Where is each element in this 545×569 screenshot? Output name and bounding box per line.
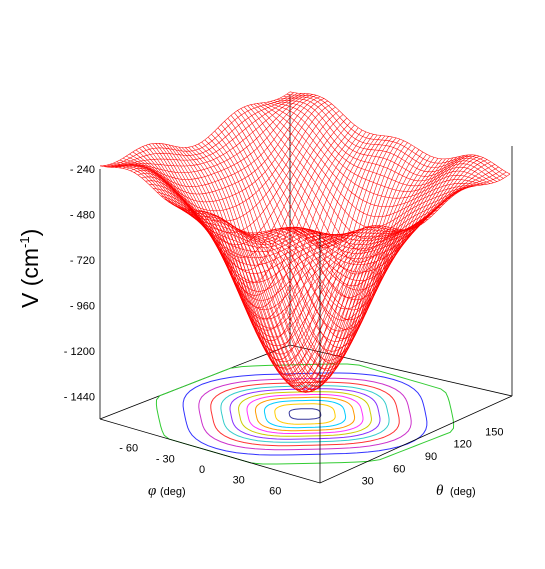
mesh-line-theta bbox=[240, 108, 462, 275]
axis-box-front bbox=[99, 233, 513, 484]
theta-tick-label: 120 bbox=[454, 439, 472, 451]
mesh-line-theta bbox=[276, 99, 498, 182]
potential-surface-mesh bbox=[99, 91, 511, 393]
mesh-line-theta bbox=[152, 143, 373, 320]
mesh-line-theta bbox=[148, 144, 370, 311]
mesh-line-theta bbox=[142, 146, 363, 292]
mesh-line-theta bbox=[158, 143, 380, 338]
mesh-line-theta bbox=[289, 91, 511, 175]
contour-line bbox=[254, 396, 356, 432]
mesh-line-theta bbox=[266, 101, 488, 192]
mesh-line-theta bbox=[243, 106, 465, 263]
z-axis-label: V (cm-1) bbox=[17, 229, 43, 308]
contour-line bbox=[198, 377, 412, 451]
mesh-line-theta bbox=[250, 104, 471, 240]
contour-line bbox=[182, 372, 428, 456]
theta-axis-ticks: 30 60 90 120 150 bbox=[362, 426, 504, 487]
theta-tick-label: 30 bbox=[362, 476, 374, 488]
mesh-line-theta bbox=[280, 97, 501, 181]
contour-line bbox=[274, 403, 336, 425]
z-axis-ticks: - 240 - 480 - 720 - 960 - 1200 - 1440 bbox=[64, 164, 95, 403]
theta-tick-label: 90 bbox=[425, 451, 437, 463]
mesh-line-theta bbox=[185, 147, 406, 390]
mesh-line-theta bbox=[201, 141, 422, 387]
mesh-line-theta bbox=[161, 143, 383, 347]
phi-axis-unit: (deg) bbox=[160, 486, 186, 498]
contour-line bbox=[288, 408, 322, 420]
mesh-line-theta bbox=[237, 110, 458, 287]
mesh-line-theta bbox=[230, 115, 452, 310]
contour-line bbox=[210, 381, 400, 447]
phi-axis-ticks: - 60 - 30 0 30 60 bbox=[119, 443, 281, 498]
z-tick-label: - 480 bbox=[70, 210, 95, 222]
mesh-line-phi bbox=[141, 103, 332, 222]
theta-axis-label: θ bbox=[436, 483, 444, 499]
mesh-line-theta bbox=[103, 165, 324, 249]
mesh-line-theta bbox=[126, 155, 347, 253]
mesh-line-phi bbox=[145, 106, 336, 233]
contour-line bbox=[220, 385, 390, 443]
mesh-line-theta bbox=[139, 147, 360, 283]
mesh-line-theta bbox=[171, 145, 393, 370]
phi-tick-label: 60 bbox=[269, 485, 281, 497]
z-tick-label: - 720 bbox=[70, 255, 95, 267]
phi-axis-label: φ bbox=[148, 483, 156, 499]
phi-tick-label: - 30 bbox=[156, 453, 175, 465]
mesh-line-theta bbox=[129, 153, 350, 259]
contour-line bbox=[238, 391, 372, 437]
mesh-line-theta bbox=[168, 144, 389, 363]
mesh-line-theta bbox=[106, 164, 327, 248]
mesh-line-theta bbox=[113, 162, 334, 246]
mesh-line-theta bbox=[132, 151, 353, 266]
mesh-line-theta bbox=[191, 146, 412, 393]
mesh-line-phi bbox=[304, 164, 495, 239]
contour-line bbox=[246, 394, 364, 434]
mesh-line-theta bbox=[286, 93, 507, 177]
phi-tick-label: 30 bbox=[233, 475, 245, 487]
mesh-line-theta bbox=[145, 145, 366, 301]
theta-axis-unit: (deg) bbox=[450, 486, 476, 498]
z-tick-label: - 960 bbox=[70, 300, 95, 312]
mesh-line-theta bbox=[194, 145, 416, 393]
mesh-line-theta bbox=[273, 100, 494, 183]
mesh-line-theta bbox=[181, 147, 402, 387]
mesh-line-theta bbox=[188, 147, 409, 392]
phi-tick-label: 0 bbox=[199, 464, 205, 476]
mesh-line-theta bbox=[260, 102, 481, 208]
mesh-line-theta bbox=[165, 144, 386, 355]
phi-tick-label: - 60 bbox=[119, 443, 138, 455]
mesh-line-theta bbox=[99, 165, 321, 249]
mesh-line-theta bbox=[204, 139, 425, 383]
mesh-line-theta bbox=[234, 112, 455, 298]
z-tick-label: - 240 bbox=[70, 164, 95, 176]
mesh-line-theta bbox=[207, 137, 429, 377]
contour-line bbox=[229, 388, 381, 440]
z-tick-label: - 1440 bbox=[64, 391, 95, 403]
mesh-line-theta bbox=[175, 146, 396, 376]
mesh-line-theta bbox=[214, 130, 435, 361]
theta-tick-label: 60 bbox=[393, 463, 405, 475]
z-tick-label: - 1200 bbox=[64, 346, 95, 358]
mesh-line-theta bbox=[270, 101, 491, 187]
contour-projection bbox=[155, 363, 455, 465]
contour-line bbox=[155, 363, 455, 465]
mesh-line-theta bbox=[155, 143, 376, 329]
mesh-line-theta bbox=[198, 143, 419, 391]
mesh-line-theta bbox=[283, 95, 504, 179]
mesh-line-theta bbox=[227, 118, 448, 321]
mesh-line-theta bbox=[253, 103, 475, 228]
mesh-line-theta bbox=[217, 127, 439, 352]
mesh-line-theta bbox=[257, 103, 478, 218]
mesh-line-theta bbox=[247, 105, 468, 251]
theta-tick-label: 150 bbox=[485, 426, 503, 438]
mesh-line-theta bbox=[263, 102, 484, 199]
contour-line bbox=[263, 399, 347, 429]
mesh-line-theta bbox=[116, 161, 337, 245]
